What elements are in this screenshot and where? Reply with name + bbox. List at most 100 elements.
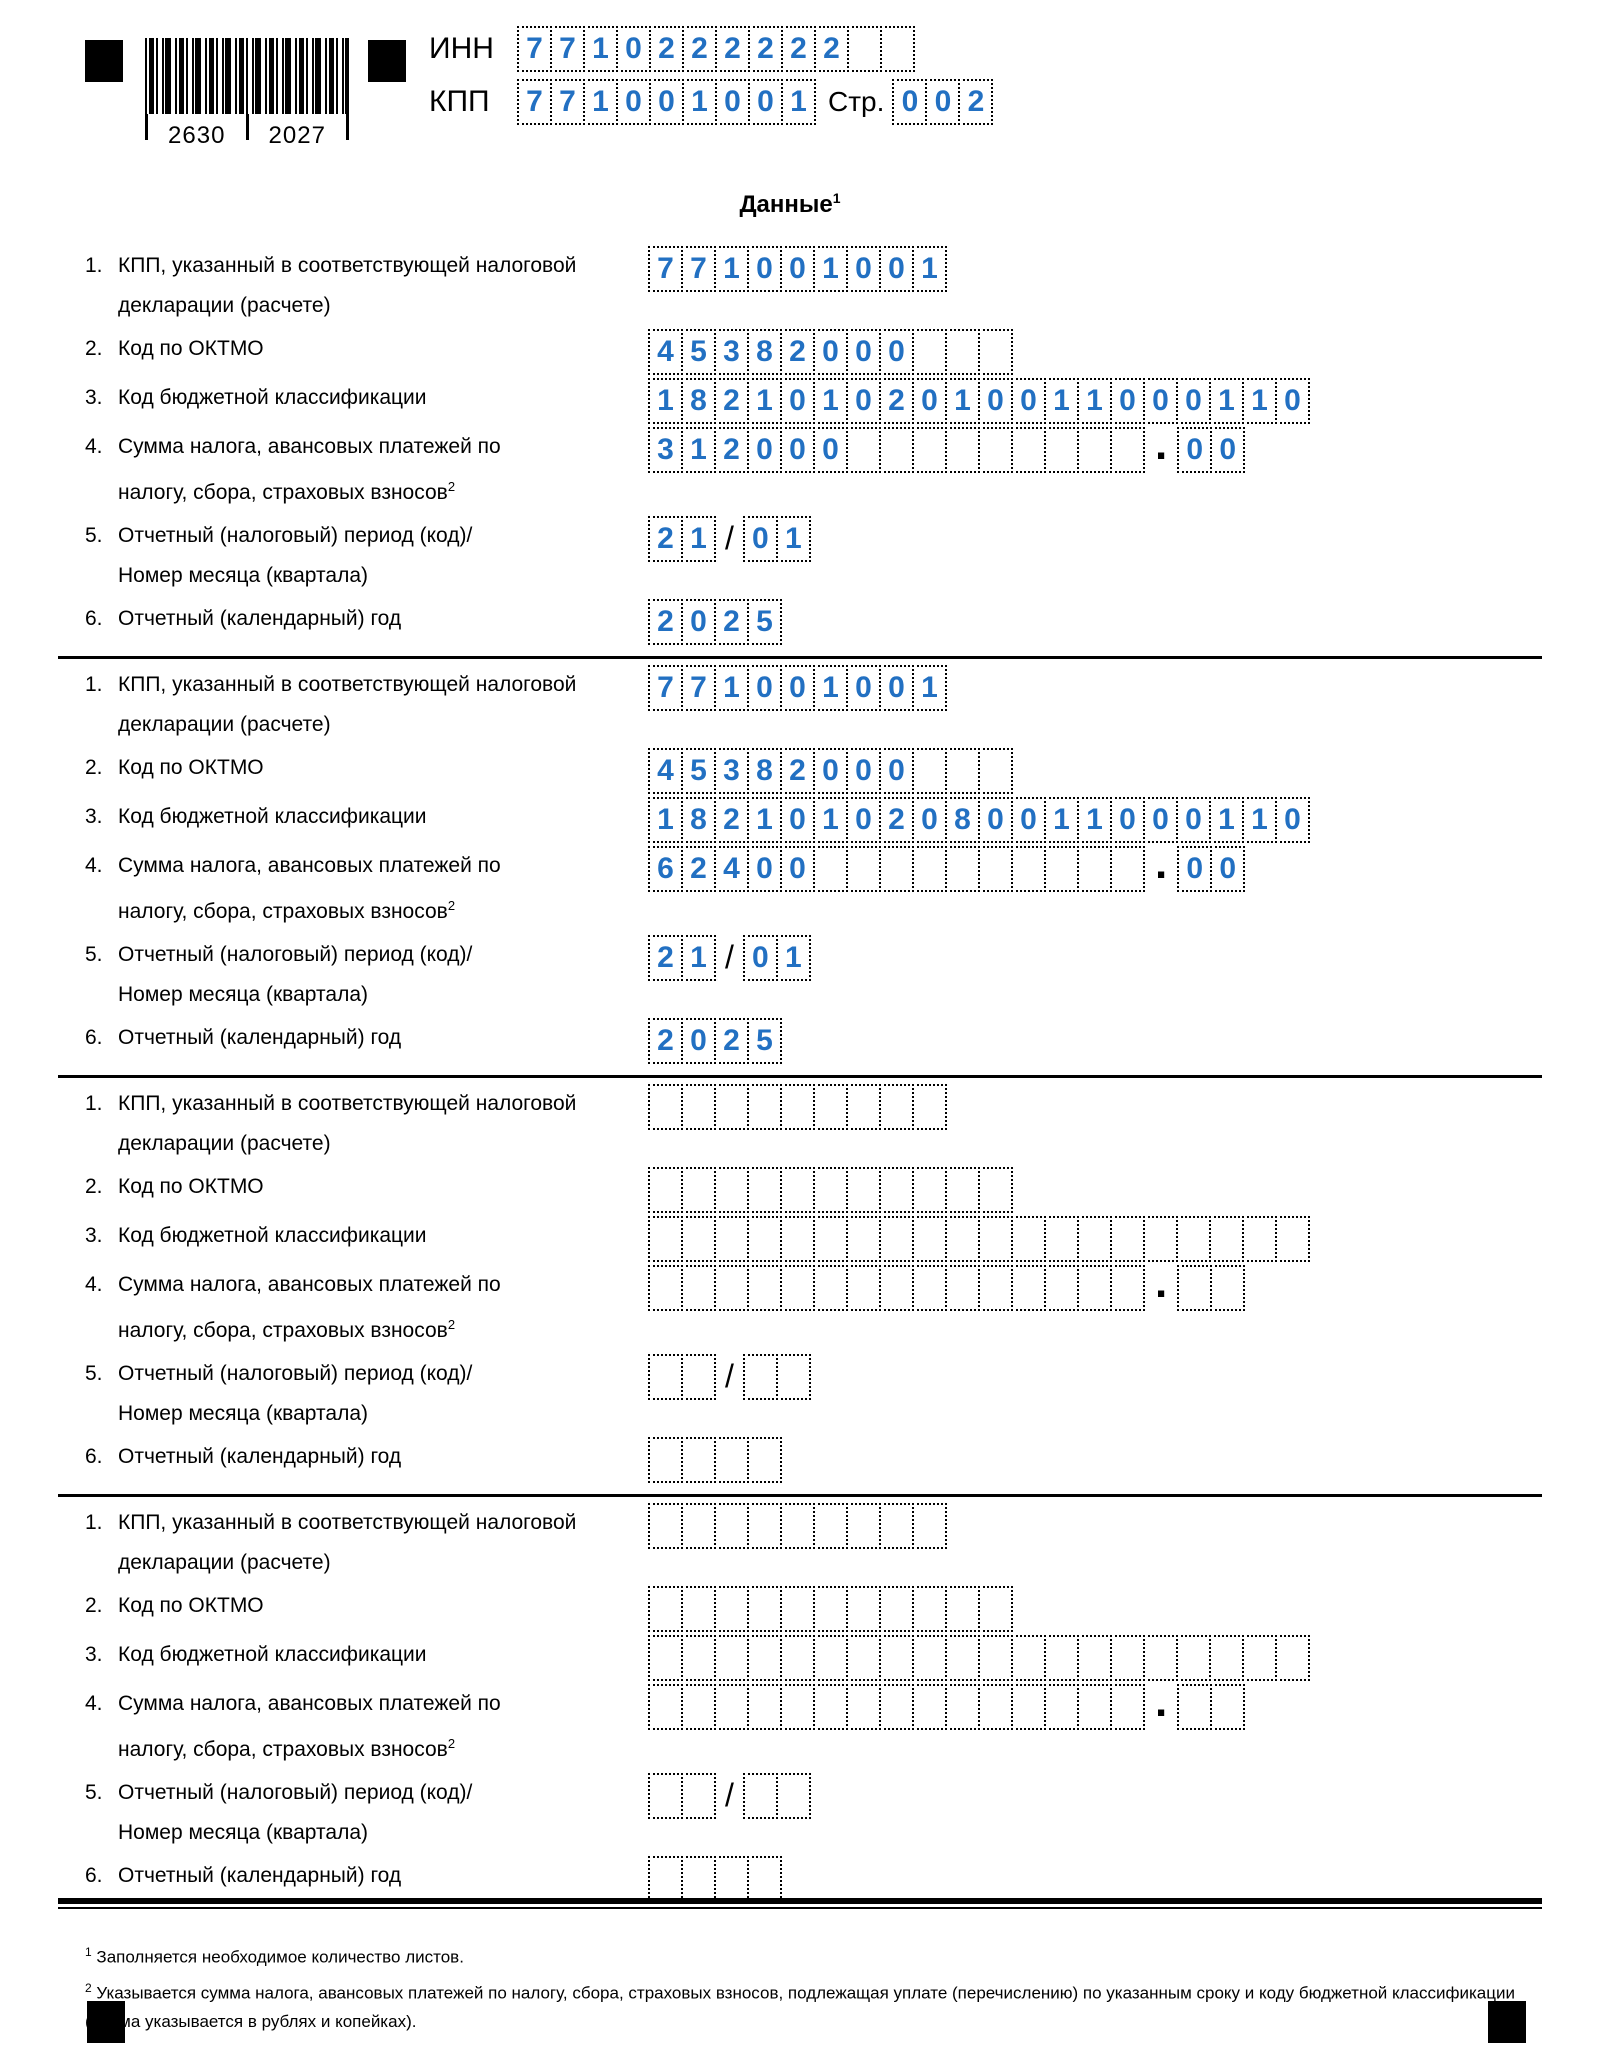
digit-cell bbox=[879, 846, 914, 892]
digit-cell: 0 bbox=[879, 329, 914, 375]
digit-cell: 0 bbox=[747, 246, 782, 292]
digit-cell bbox=[879, 1265, 914, 1311]
row-label: Код по ОКТМО bbox=[118, 1167, 264, 1207]
digit-cell bbox=[681, 1503, 716, 1549]
field-cells: 2 1/0 1 bbox=[648, 935, 811, 981]
digit-cell: 1 bbox=[1242, 797, 1277, 843]
row-label-area: 3. Код бюджетной классификации bbox=[85, 1635, 648, 1675]
digit-cell bbox=[1209, 1635, 1244, 1681]
digit-cell: 0 bbox=[715, 79, 750, 125]
digit-cell bbox=[747, 1265, 782, 1311]
row-label-line: декларации (расчете) bbox=[118, 713, 331, 736]
row-number: 2. bbox=[85, 1594, 103, 1617]
row-label-area: 6. Отчетный (календарный) год bbox=[85, 1018, 648, 1058]
row-label-line: КПП, указанный в соответствующей налогов… bbox=[118, 1511, 577, 1534]
row-label-line: КПП, указанный в соответствующей налогов… bbox=[118, 1092, 577, 1115]
digit-cell bbox=[681, 1265, 716, 1311]
row-label-area: 1. КПП, указанный в соответствующей налог… bbox=[85, 1084, 648, 1164]
digit-cell bbox=[978, 1586, 1013, 1632]
field-cells: 2 1/0 1 bbox=[648, 516, 811, 562]
digit-cell bbox=[1077, 846, 1112, 892]
digit-cell: 7 bbox=[681, 246, 716, 292]
row-number: 2. bbox=[85, 756, 103, 779]
digit-cell: 1 bbox=[1044, 797, 1079, 843]
digit-cell: 0 bbox=[1110, 797, 1145, 843]
digit-cell: 2 bbox=[714, 427, 749, 473]
row-label: КПП, указанный в соответствующей налогов… bbox=[118, 1503, 576, 1583]
digit-cell bbox=[1210, 1684, 1246, 1730]
digit-cell bbox=[1110, 1265, 1145, 1311]
digit-cell: 2 bbox=[648, 935, 683, 981]
form-row: 2. Код по ОКТМО 4 5 3 8 2 0 0 0 bbox=[85, 748, 1542, 794]
digit-cell bbox=[813, 846, 848, 892]
digit-cell: 7 bbox=[648, 665, 683, 711]
digit-cell: 6 bbox=[648, 846, 683, 892]
digit-cell bbox=[747, 1216, 782, 1262]
row-label-area: 5. Отчетный (налоговый) период (код)/ Номе… bbox=[85, 516, 648, 596]
footnotes: 1 Заполняется необходимое количество лис… bbox=[85, 1938, 1530, 2038]
digit-cell: 0 bbox=[1176, 378, 1211, 424]
digit-cell-group bbox=[648, 1773, 716, 1819]
row-label-area: 5. Отчетный (налоговый) период (код)/ Номе… bbox=[85, 935, 648, 1015]
digit-cell: 0 bbox=[780, 378, 815, 424]
digit-cell bbox=[648, 1635, 683, 1681]
digit-cell bbox=[1177, 1684, 1213, 1730]
form-row: 2. Код по ОКТМО bbox=[85, 1167, 1542, 1213]
form-row: 3. Код бюджетной классификации 1 8 2 1 0 1 0 2 0 8 0… bbox=[85, 797, 1542, 843]
field-cells: . bbox=[648, 1261, 1246, 1311]
digit-cell bbox=[1110, 846, 1145, 892]
field-cells bbox=[648, 1084, 947, 1130]
digit-cell bbox=[648, 1586, 683, 1632]
digit-cell: 2 bbox=[879, 797, 914, 843]
digit-cell bbox=[846, 1265, 881, 1311]
row-label: КПП, указанный в соответствующей налогов… bbox=[118, 246, 576, 326]
digit-cell bbox=[681, 1635, 716, 1681]
field-separator: / bbox=[725, 1777, 734, 1813]
form-row: 5. Отчетный (налоговый) период (код)/ Номе… bbox=[85, 935, 1542, 1015]
row-label-line: Сумма налога, авансовых платежей по bbox=[118, 854, 501, 877]
digit-cell: 0 bbox=[912, 797, 947, 843]
digit-cell: 2 bbox=[681, 846, 716, 892]
digit-cell: 8 bbox=[681, 378, 716, 424]
digit-cell: 1 bbox=[945, 378, 980, 424]
row-label: Код по ОКТМО bbox=[118, 748, 264, 788]
digit-cell bbox=[780, 1586, 815, 1632]
digit-cell bbox=[912, 1503, 947, 1549]
digit-cell-group bbox=[1177, 1265, 1246, 1311]
row-label-line: декларации (расчете) bbox=[118, 1551, 331, 1574]
digit-cell bbox=[681, 1216, 716, 1262]
digit-cell bbox=[780, 1684, 815, 1730]
digit-cell-group bbox=[648, 1684, 1145, 1730]
digit-cell bbox=[742, 1773, 778, 1819]
digit-cell: 0 bbox=[1143, 797, 1178, 843]
row-number: 5. bbox=[85, 524, 103, 547]
digit-cell bbox=[846, 1684, 881, 1730]
row-label: Сумма налога, авансовых платежей по налог… bbox=[118, 427, 501, 513]
digit-cell: 0 bbox=[813, 329, 848, 375]
digit-cell: 1 bbox=[1209, 797, 1244, 843]
digit-cell bbox=[1177, 1265, 1213, 1311]
row-label-area: 6. Отчетный (календарный) год bbox=[85, 599, 648, 639]
digit-cell bbox=[714, 1684, 749, 1730]
field-separator: . bbox=[1155, 1677, 1168, 1726]
digit-cell bbox=[813, 1216, 848, 1262]
digit-cell bbox=[1275, 1216, 1310, 1262]
digit-cell bbox=[714, 1586, 749, 1632]
digit-cell: 0 bbox=[780, 246, 815, 292]
digit-cell: 1 bbox=[681, 935, 716, 981]
digit-cell: 0 bbox=[1210, 846, 1246, 892]
field-cells: . bbox=[648, 1677, 1246, 1730]
digit-cell bbox=[1176, 1635, 1211, 1681]
row-number: 5. bbox=[85, 943, 103, 966]
row-label-line: Сумма налога, авансовых платежей по bbox=[118, 435, 501, 458]
digit-cell bbox=[846, 1216, 881, 1262]
digit-cell: 0 bbox=[1011, 797, 1046, 843]
